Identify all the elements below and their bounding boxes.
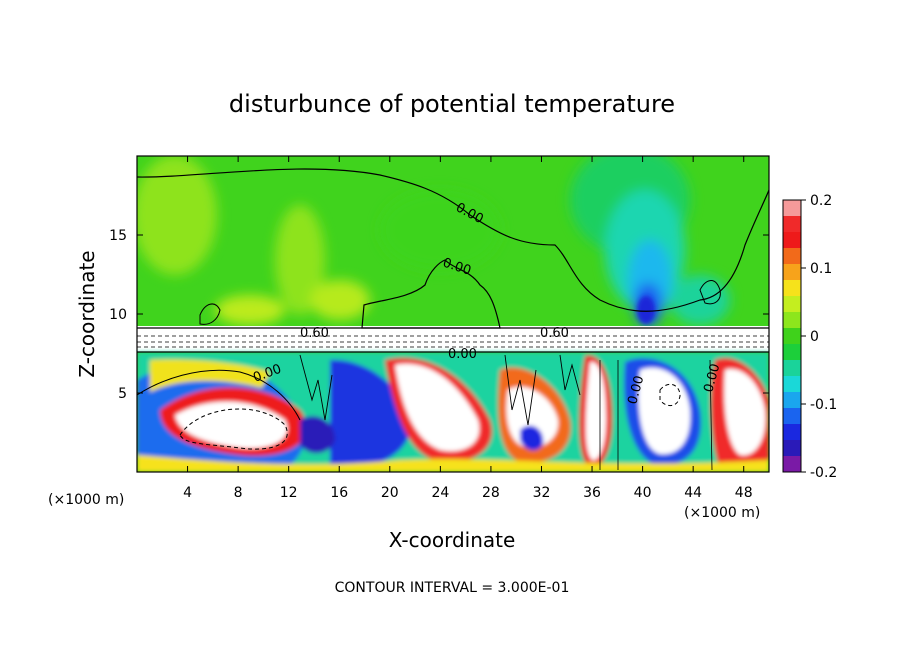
y-axis: 5 10 15 [109,228,769,402]
colorbar-swatch [783,232,801,249]
colorbar [783,200,801,473]
colorbar-tick-label: 0.2 [810,193,832,209]
x-tick-label: 20 [381,485,399,501]
contour-label: 0.00 [448,347,477,362]
colorbar-ticks: 0.2 0.1 0 -0.1 -0.2 [801,193,837,481]
y-tick-label: 10 [109,307,127,323]
colorbar-swatch [783,280,801,297]
x-unit-left: (×1000 m) [48,492,124,508]
x-tick-label: 12 [280,485,298,501]
tropopause-dashes [137,335,769,348]
contour-label: 0.00 [701,362,723,394]
x-tick-label: 44 [684,485,702,501]
negative-contour-cell [659,383,681,406]
x-tick-label: 8 [234,485,243,501]
y-axis-label: Z-coordinate [75,250,99,377]
colorbar-tick-label: 0.1 [810,261,832,277]
colorbar-swatch [783,408,801,425]
tropopause-band [137,326,769,352]
x-tick-label: 16 [330,485,348,501]
y-tick-label: 5 [118,386,127,402]
colorbar-swatch [783,392,801,409]
colorbar-swatch [783,264,801,281]
lower-turbulence [137,352,769,472]
colorbar-swatch [783,456,801,473]
heatmap-field [137,156,769,472]
negative-contour-vortex [179,408,288,450]
colorbar-tick-label: -0.1 [810,397,837,413]
x-tick-label: 4 [183,485,192,501]
colorbar-swatch [783,200,801,217]
contour-label: 0.60 [540,326,569,341]
zero-contour-upper [137,168,769,312]
colorbar-swatch [783,424,801,441]
x-tick-label: 32 [533,485,551,501]
colorbar-swatch [783,296,801,313]
contour-label: 0.00 [625,374,647,406]
y-tick-label: 15 [109,228,127,244]
colorbar-swatch [783,216,801,233]
zero-contour-dome [361,259,501,329]
x-tick-label: 36 [583,485,601,501]
contour-label: 0.60 [300,326,329,341]
zero-contour-island [699,280,721,305]
colorbar-swatch [783,440,801,457]
chart-title: disturbunce of potential temperature [229,90,675,118]
vertical-contours [599,359,713,471]
colorbar-swatch [783,344,801,361]
colorbar-tick-label: 0 [810,329,819,345]
colorbar-swatch [783,248,801,265]
colorbar-swatch [783,376,801,393]
contour-interval-footer: CONTOUR INTERVAL = 3.000E-01 [335,580,570,596]
x-tick-label: 24 [431,485,449,501]
colorbar-swatch [783,360,801,377]
upper-field-patches [137,156,730,327]
x-tick-label: 28 [482,485,500,501]
colorbar-swatch [783,328,801,345]
turbulent-contours [299,354,581,426]
x-axis-label: X-coordinate [389,528,516,552]
zero-contour-lower [137,369,301,421]
colorbar-swatch [783,312,801,329]
x-axis: 4 8 12 16 20 24 28 32 36 40 44 48 [183,156,753,501]
x-tick-label: 40 [634,485,652,501]
colorbar-tick-label: -0.2 [810,465,837,481]
x-unit-right: (×1000 m) [684,505,760,521]
x-tick-label: 48 [735,485,753,501]
zero-contour-small [199,303,221,325]
